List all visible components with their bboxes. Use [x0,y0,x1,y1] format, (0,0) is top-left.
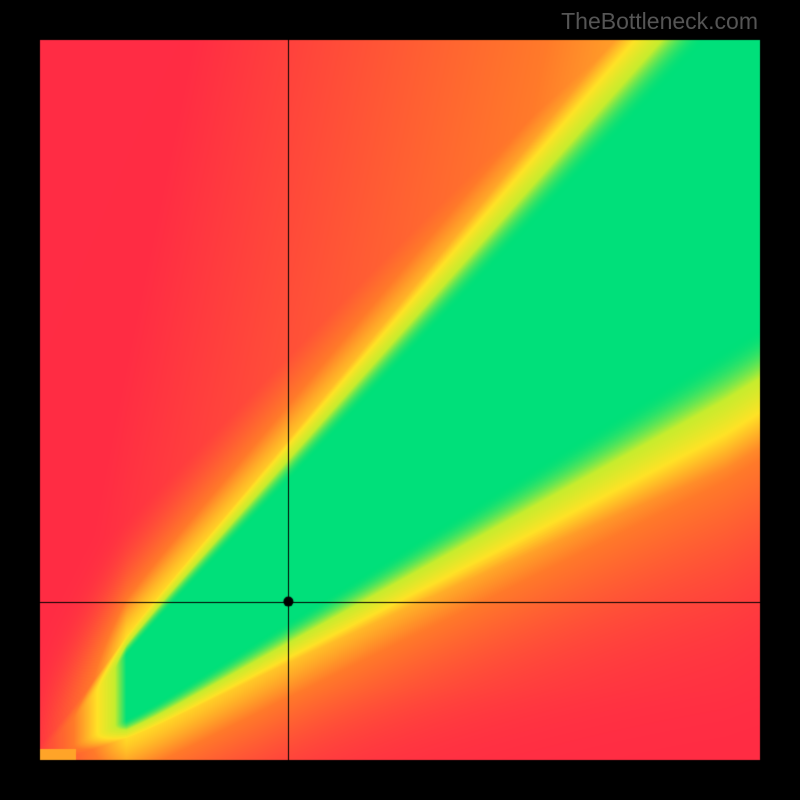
chart-container: TheBottleneck.com [0,0,800,800]
watermark-text: TheBottleneck.com [561,8,758,35]
heatmap-canvas [0,0,800,800]
